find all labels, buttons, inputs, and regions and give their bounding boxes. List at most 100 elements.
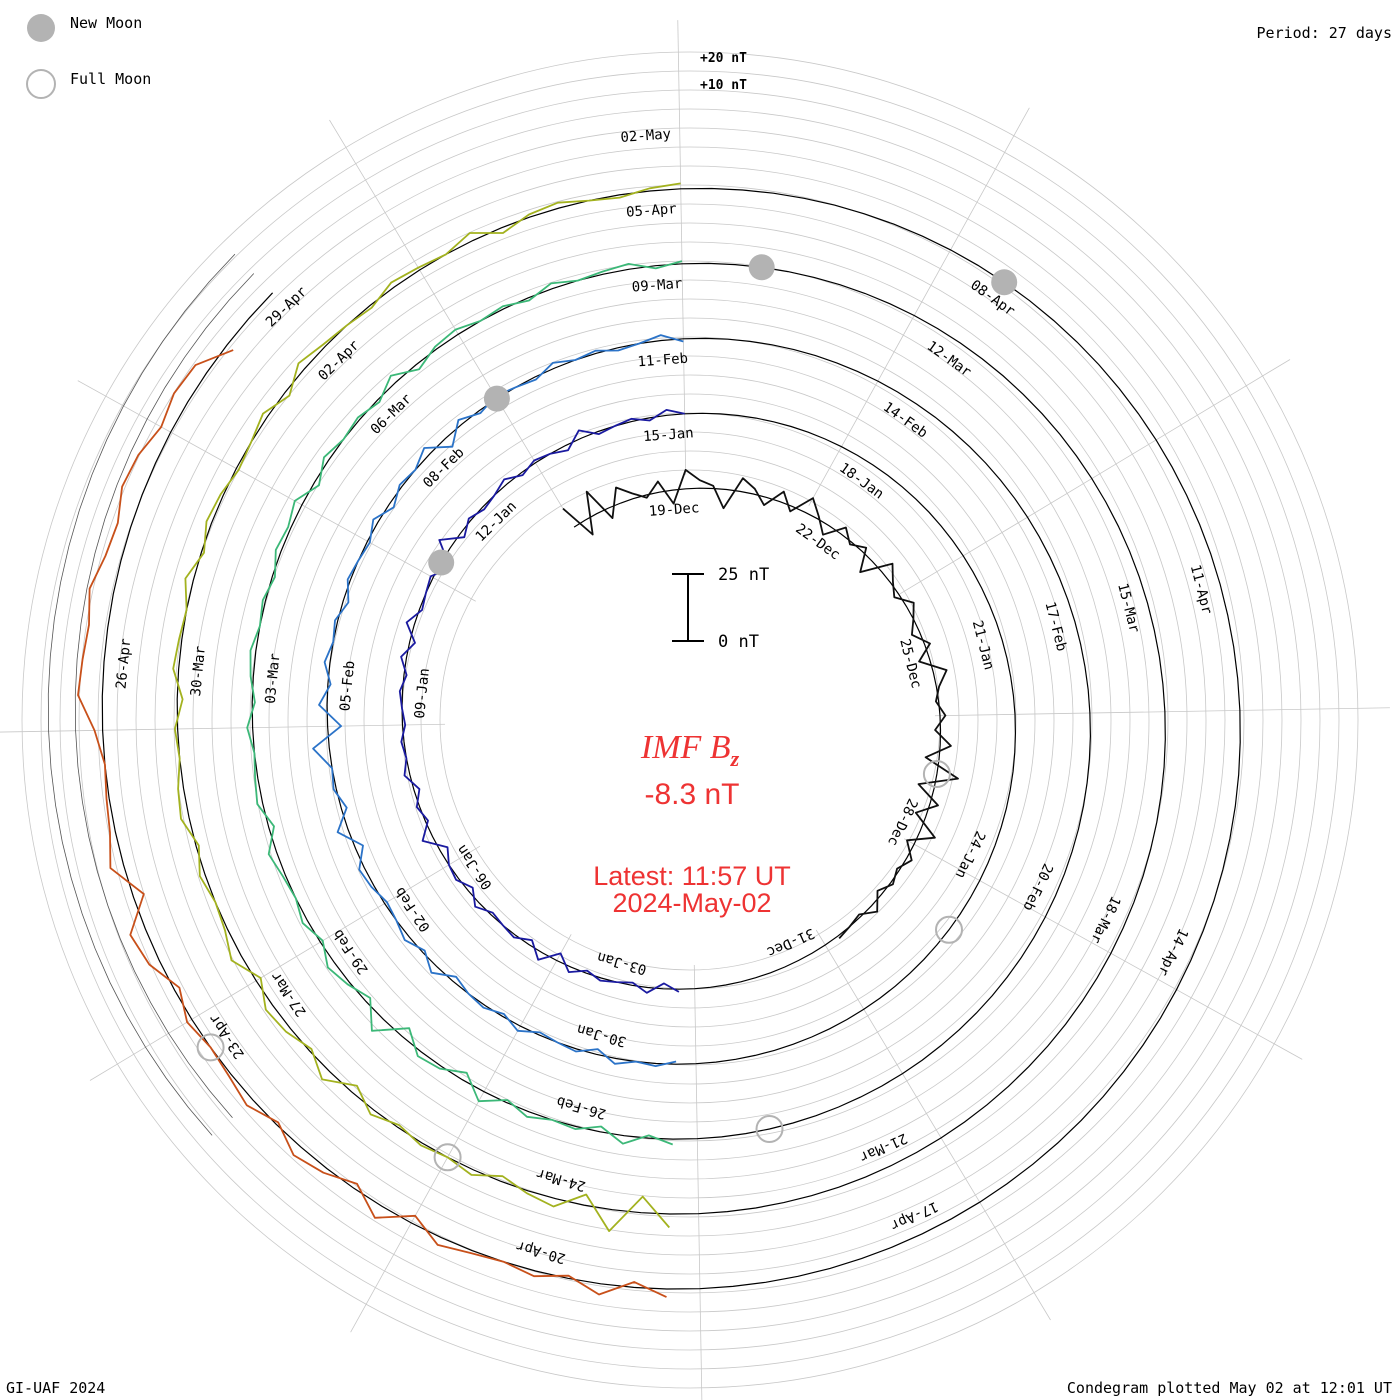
grid-ring (268, 298, 1112, 1142)
date-label: 30-Jan (575, 1021, 628, 1050)
grid-ring (287, 317, 1093, 1123)
grid-spoke (677, 20, 687, 476)
date-label: 02-May (620, 126, 672, 146)
quantity-sub: z (730, 746, 740, 771)
full-moon-icon (26, 69, 56, 99)
date-label: 26-Feb (555, 1093, 608, 1122)
date-label: 21-Jan (969, 619, 997, 672)
series-line-5 (172, 182, 681, 1232)
grid-spoke (934, 707, 1390, 717)
date-label: 03-Jan (595, 948, 648, 977)
full-moon-marker (922, 760, 951, 788)
footer-plot-time: Condegram plotted May 02 at 12:01 UT (1067, 1379, 1392, 1397)
moon-markers (196, 254, 1018, 1172)
grid-spoke (0, 723, 446, 733)
new-moon-marker (991, 269, 1018, 296)
grid-spoke (808, 107, 1030, 506)
date-label: 06-Mar (368, 391, 415, 438)
grid-ring (173, 203, 1207, 1237)
grid-ring (363, 393, 1017, 1047)
date-label: 18-Jan (836, 460, 886, 503)
date-label: 11-Feb (637, 351, 689, 371)
full-moon-label: Full Moon (70, 70, 151, 88)
full-moon-marker (935, 915, 963, 944)
grid-spoke (89, 845, 481, 1081)
date-label: 24-Mar (535, 1165, 588, 1194)
grid-ring (116, 146, 1264, 1294)
date-label-layer: 19-Dec22-Dec25-Dec28-Dec31-Dec03-Jan06-J… (113, 126, 1214, 1266)
grid-ring (382, 412, 998, 1028)
date-label: 24-Jan (952, 828, 988, 881)
scale-bar: 25 nT 0 nT (672, 565, 769, 652)
date-label: 14-Feb (880, 399, 930, 442)
date-label: 19-Dec (648, 500, 700, 520)
scale-bar-top-label: 25 nT (718, 565, 769, 585)
full-moon-marker (433, 1143, 462, 1172)
quantity-main: IMF B (640, 729, 731, 766)
ref-label-plus10: +10 nT (700, 78, 747, 93)
grid-ring (344, 374, 1036, 1066)
date-label: 27-Mar (268, 968, 310, 1019)
date-label: 17-Feb (1041, 600, 1069, 653)
grid-ring (97, 127, 1283, 1313)
new-moon-icon (27, 14, 55, 42)
grid-ring (192, 222, 1188, 1218)
grid-ring (211, 241, 1169, 1199)
series-line-2 (398, 409, 685, 994)
grid-ring (306, 336, 1074, 1104)
series-line-1 (562, 469, 959, 939)
date-label: 25-Dec (896, 637, 924, 690)
grid-ring (40, 70, 1340, 1370)
series-line-4 (246, 260, 683, 1146)
date-label: 09-Jan (412, 667, 433, 719)
date-label: 11-Apr (1187, 563, 1215, 616)
latest-value: -8.3 nT (644, 778, 739, 811)
reference-arc-20 (47, 253, 236, 1136)
latest-time: Latest: 11:57 UT (593, 861, 791, 891)
grid-spoke (693, 964, 703, 1400)
period-label: Period: 27 days (1257, 24, 1392, 42)
new-moon-marker (748, 254, 775, 281)
ref-label-plus20: +20 nT (700, 51, 747, 66)
grid-ring (21, 51, 1359, 1389)
grid-spoke (329, 119, 565, 511)
grid-ring (230, 260, 1150, 1180)
date-label: 22-Dec (792, 521, 842, 564)
grid-spoke (904, 838, 1303, 1060)
grid-spoke (815, 929, 1051, 1321)
date-label: 20-Apr (514, 1237, 567, 1266)
reference-arc-10 (74, 273, 255, 1118)
grid-spoke (899, 359, 1291, 595)
scale-bar-bottom-label: 0 nT (718, 632, 759, 652)
grid-spoke (350, 934, 572, 1333)
series-layer (77, 182, 959, 1298)
grid-ring (135, 165, 1245, 1275)
latest-date: 2024-May-02 (612, 888, 771, 918)
date-label: 15-Jan (643, 425, 695, 445)
new-moon-marker (483, 385, 510, 412)
quantity-title: IMF Bz (640, 729, 740, 771)
date-label: 05-Feb (337, 660, 358, 712)
chart-grid (0, 20, 1390, 1400)
new-moon-label: New Moon (70, 14, 142, 32)
date-label: 05-Apr (626, 201, 678, 221)
date-label: 12-Jan (473, 498, 520, 545)
series-line-6 (77, 349, 667, 1298)
date-label: 15-Mar (1114, 582, 1142, 635)
date-label: 12-Mar (924, 338, 974, 381)
grid-spoke (77, 380, 476, 602)
date-label: 26-Apr (113, 638, 134, 690)
new-moon-marker (428, 549, 455, 576)
grid-ring (154, 184, 1226, 1256)
footer-credit: GI-UAF 2024 (6, 1379, 105, 1397)
center-readout: IMF Bz -8.3 nT Latest: 11:57 UT 2024-May… (593, 729, 791, 918)
date-label: 09-Mar (631, 276, 683, 296)
date-label: 03-Mar (263, 653, 284, 705)
grid-ring (59, 89, 1321, 1351)
date-label: 30-Mar (188, 645, 209, 697)
grid-ring (78, 108, 1302, 1332)
grid-ring (325, 355, 1055, 1085)
legend: New Moon Full Moon (26, 14, 151, 99)
full-moon-marker (196, 1033, 225, 1062)
